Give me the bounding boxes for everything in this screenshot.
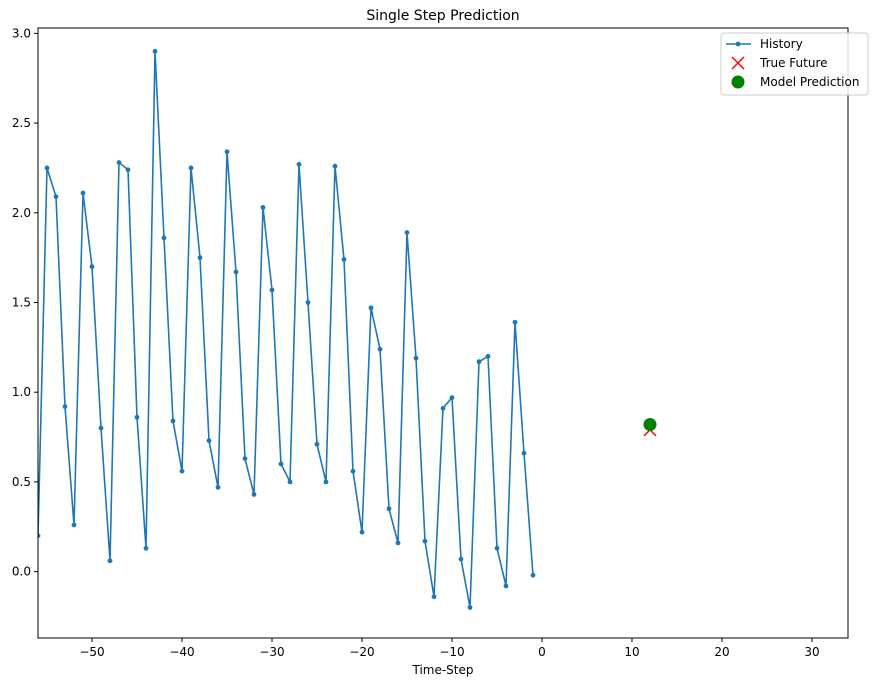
- history-point: [161, 235, 167, 241]
- history-point: [494, 545, 500, 551]
- x-tick-label: −20: [349, 645, 374, 659]
- history-point: [107, 558, 113, 564]
- history-point: [431, 594, 437, 600]
- history-point: [89, 264, 95, 270]
- legend-box: [720, 32, 869, 96]
- history-point: [332, 163, 338, 169]
- history-point: [206, 438, 212, 444]
- history-point: [134, 414, 140, 420]
- x-tick-label: 30: [804, 645, 819, 659]
- history-point: [53, 194, 59, 200]
- x-tick-label: 20: [714, 645, 729, 659]
- history-point: [170, 418, 176, 424]
- history-point: [224, 149, 230, 155]
- history-point: [323, 479, 329, 485]
- x-tick-label: 10: [624, 645, 639, 659]
- history-point: [287, 479, 293, 485]
- history-point: [467, 605, 473, 610]
- x-tick-label: −40: [169, 645, 194, 659]
- history-point: [530, 572, 536, 578]
- x-tick-label: −10: [439, 645, 464, 659]
- history-point: [521, 450, 527, 456]
- history-point: [404, 230, 410, 235]
- history-point: [314, 441, 320, 447]
- history-point: [440, 405, 446, 411]
- history-point: [386, 506, 392, 512]
- history-point: [395, 540, 401, 546]
- history-point: [62, 404, 68, 409]
- history-point: [251, 492, 257, 497]
- y-tick-label: 1.5: [12, 296, 31, 310]
- history-point: [38, 533, 41, 539]
- history-point: [197, 255, 203, 261]
- history-point: [350, 468, 356, 474]
- history-point: [503, 583, 509, 589]
- chart-title: Single Step Prediction: [366, 8, 519, 24]
- y-tick-label: 3.0: [12, 26, 31, 40]
- y-axis: 0.0 0.5 1.0 1.5 2.0 2.5 3.0: [12, 26, 38, 579]
- y-tick-label: 0.0: [12, 565, 31, 579]
- y-tick-label: 0.5: [12, 475, 31, 489]
- history-point: [413, 355, 419, 361]
- y-tick-label: 1.0: [12, 385, 31, 399]
- x-axis-label: Time-Step: [411, 663, 473, 677]
- history-point: [116, 160, 122, 165]
- history-point: [152, 48, 158, 54]
- history-point: [296, 161, 302, 167]
- history-point: [377, 346, 383, 352]
- y-tick-label: 2.5: [12, 116, 31, 130]
- history-point: [242, 456, 248, 461]
- legend-entry-label: True Future: [759, 56, 828, 70]
- history-point: [512, 319, 518, 325]
- legend-entry-label: Model Prediction: [760, 75, 859, 89]
- history-point: [278, 461, 284, 467]
- x-tick-label: −30: [259, 645, 284, 659]
- history-point: [44, 165, 50, 171]
- history-point: [368, 305, 374, 311]
- history-point: [269, 287, 275, 293]
- history-point: [125, 167, 131, 173]
- history-point: [476, 359, 482, 365]
- history-point: [179, 468, 185, 474]
- history-point: [341, 257, 347, 262]
- history-point: [80, 190, 86, 196]
- model-prediction-marker: [643, 418, 657, 431]
- history-point: [422, 538, 428, 544]
- history-point: [305, 300, 311, 305]
- x-tick-label: −50: [79, 645, 104, 659]
- x-tick-label: 0: [538, 645, 546, 659]
- history-point: [449, 395, 455, 400]
- legend: History True Future Model Prediction: [720, 32, 869, 96]
- history-point: [215, 484, 221, 490]
- legend-true-future-swatch: [731, 56, 745, 70]
- history-point: [143, 545, 149, 551]
- y-tick-label: 2.0: [12, 206, 31, 220]
- history-point: [359, 529, 365, 535]
- history-point: [485, 353, 491, 359]
- history-point: [188, 165, 194, 171]
- plot-series: [38, 48, 657, 610]
- legend-entry-label: History: [760, 37, 803, 51]
- plot-frame: [37, 27, 849, 639]
- x-axis: −50 −40 −30 −20 −10 0 10 20 30: [79, 638, 820, 659]
- history-point: [458, 556, 464, 562]
- history-point: [260, 205, 266, 210]
- legend-history-dot: [735, 41, 741, 47]
- history-point: [233, 269, 239, 275]
- history-point: [71, 522, 77, 528]
- legend-model-prediction-swatch: [731, 75, 745, 89]
- history-line: [38, 51, 534, 608]
- history-point: [98, 425, 104, 431]
